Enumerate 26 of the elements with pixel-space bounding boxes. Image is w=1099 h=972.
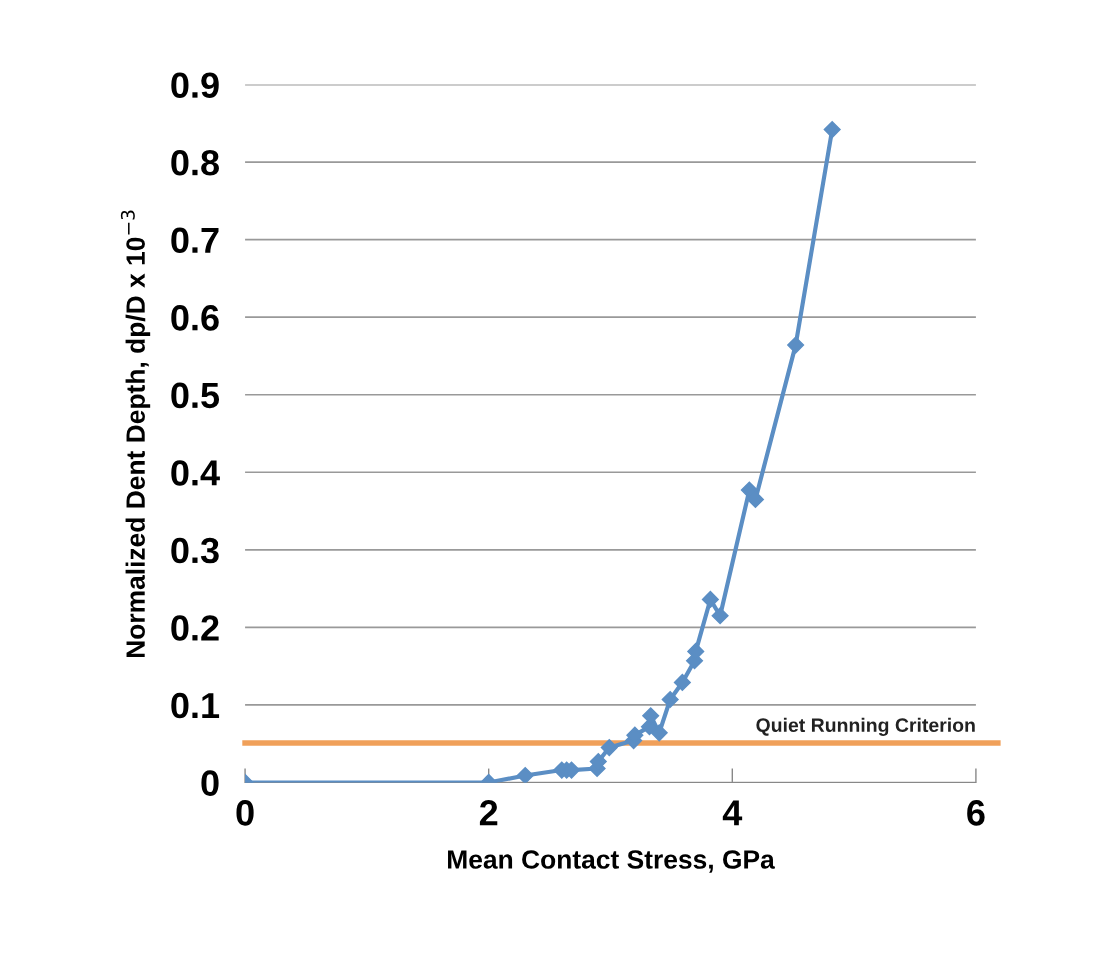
y-tick-label: 0.2: [171, 615, 219, 641]
point: [711, 607, 729, 625]
x-tick-label: 0: [236, 800, 254, 826]
x-tick-label: 4: [722, 800, 743, 826]
point: [650, 724, 668, 742]
y-tick-label: 0.8: [171, 149, 219, 176]
point: [823, 120, 841, 139]
point: [516, 766, 534, 783]
y-tick-label: 0.1: [171, 692, 220, 719]
point: [701, 590, 719, 609]
y-tick-label: 0.6: [171, 305, 219, 331]
x-axis-title: Mean Contact Stress, GPa: [448, 850, 775, 873]
point: [787, 336, 805, 354]
x-tick-label: 6: [967, 800, 985, 826]
point: [673, 673, 691, 691]
ref-line-label: Quiet Running Criterion: [756, 717, 975, 736]
point: [661, 690, 679, 709]
y-tick-label: 0.9: [171, 72, 219, 98]
y-tick-label: 0.5: [171, 382, 220, 409]
y-axis-title: Normalized Dent Depth, dp/D x 10$^{−3}$: [120, 210, 151, 658]
x-tick-label: 2: [479, 800, 498, 826]
y-tick-label: 0.3: [171, 537, 219, 564]
point: [600, 739, 618, 757]
y-tick-label: 0.7: [171, 227, 219, 254]
y-tick-label: 0: [201, 770, 219, 796]
y-tick-label: 0.4: [171, 460, 220, 486]
